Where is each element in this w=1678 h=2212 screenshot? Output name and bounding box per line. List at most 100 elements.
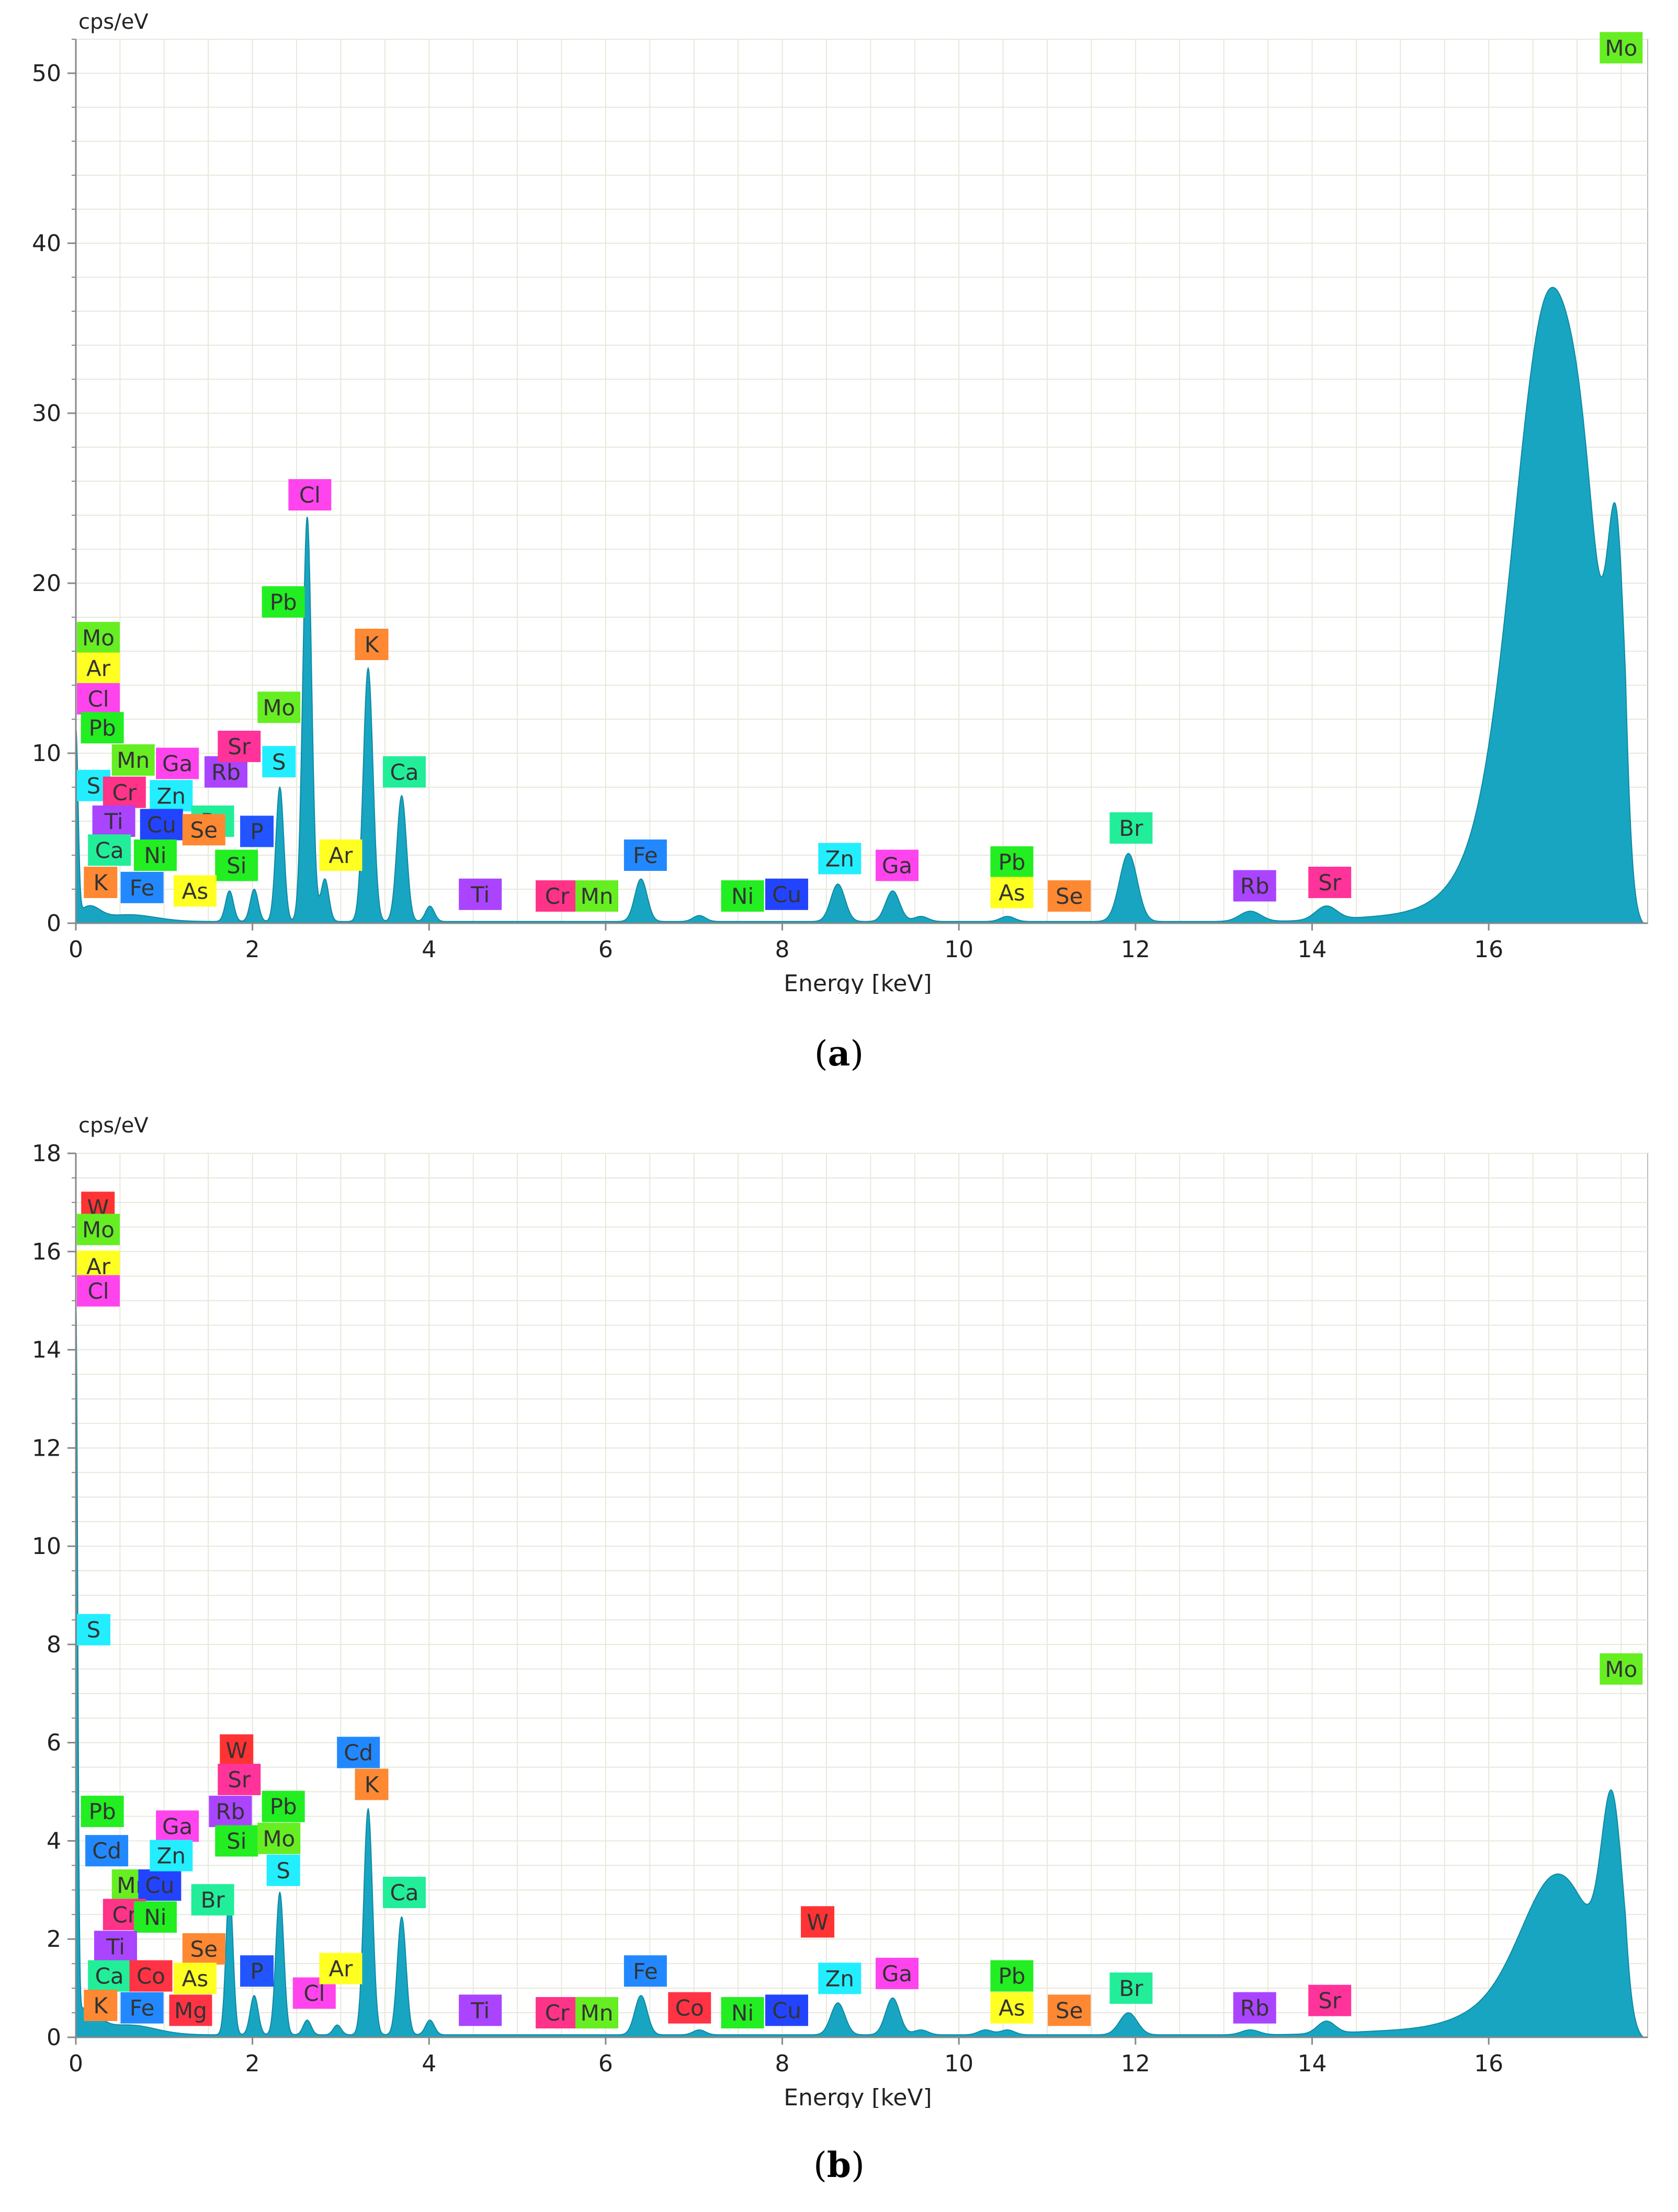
element-label-box xyxy=(459,1994,502,2026)
element-label-ca: Ca xyxy=(95,837,124,863)
chart-a-x-tick-label: 2 xyxy=(245,936,260,963)
chart-b-x-tick-label: 4 xyxy=(422,2050,436,2077)
chart-b-x-tick-label: 6 xyxy=(598,2050,613,2077)
element-label-pb: Pb xyxy=(270,1794,297,1820)
element-label-sr: Sr xyxy=(1318,870,1342,895)
element-label-w: W xyxy=(807,1909,829,1935)
element-label-co: Co xyxy=(675,1995,704,2021)
caption-a-letter: a xyxy=(827,1033,851,1074)
element-label-as: As xyxy=(999,1995,1025,2021)
element-label-k: K xyxy=(93,870,108,895)
element-label-box xyxy=(94,1931,137,1963)
element-label-mo: Mo xyxy=(82,1217,115,1243)
element-label-box xyxy=(721,1997,764,2029)
element-label-mo: Mo xyxy=(263,695,295,720)
element-label-box xyxy=(133,840,177,871)
element-label-box xyxy=(257,1822,301,1854)
element-label-box xyxy=(1048,880,1091,912)
chart-b-y-tick-label: 16 xyxy=(32,1239,61,1265)
element-label-box xyxy=(218,1764,261,1796)
chart-a-x-tick-label: 12 xyxy=(1121,936,1150,963)
element-label-box xyxy=(765,878,809,910)
element-label-box xyxy=(288,479,332,511)
element-label-s: S xyxy=(272,749,286,775)
element-label-box xyxy=(1233,870,1276,902)
element-label-co: Co xyxy=(137,1964,165,1989)
element-label-rb: Rb xyxy=(1240,1995,1269,2021)
element-label-box xyxy=(1308,1984,1352,2016)
element-label-s: S xyxy=(87,773,101,799)
element-label-box xyxy=(182,814,225,846)
element-label-box xyxy=(266,1854,300,1886)
chart-a-y-tick-label: 40 xyxy=(32,230,61,257)
element-label-as: As xyxy=(999,880,1025,906)
element-label-ni: Ni xyxy=(144,843,166,868)
element-label-box xyxy=(818,1963,861,1994)
chart-a-xlabel: Energy [keV] xyxy=(784,970,932,994)
element-label-ca: Ca xyxy=(390,1880,418,1905)
chart-b-x-tick-label: 8 xyxy=(775,2050,790,2077)
element-label-box xyxy=(383,756,426,788)
element-label-box xyxy=(85,1835,129,1867)
element-label-box xyxy=(990,846,1034,878)
element-label-fe: Fe xyxy=(130,1995,155,2021)
element-label-fe: Fe xyxy=(633,843,658,868)
element-label-box xyxy=(1048,1994,1091,2026)
caption-b: (b) xyxy=(813,2145,865,2185)
element-label-box xyxy=(84,867,118,898)
element-label-box xyxy=(1109,1972,1153,2004)
element-label-box xyxy=(355,629,389,660)
element-label-ar: Ar xyxy=(86,656,111,682)
element-label-box xyxy=(721,880,764,912)
element-label-cu: Cu xyxy=(147,812,176,838)
element-label-cu: Cu xyxy=(772,882,801,908)
element-label-box xyxy=(215,849,258,881)
element-label-box xyxy=(536,1997,579,2029)
element-label-fe: Fe xyxy=(633,1958,658,1984)
element-label-se: Se xyxy=(190,1936,218,1962)
element-label-box xyxy=(182,1933,225,1965)
element-label-ti: Ti xyxy=(470,1998,490,2023)
element-label-ar: Ar xyxy=(328,1956,353,1982)
element-label-mo: Mo xyxy=(263,1826,295,1852)
element-label-box xyxy=(459,878,502,910)
element-label-box xyxy=(257,691,301,723)
element-label-sr: Sr xyxy=(228,1767,251,1793)
chart-a-y-tick-label: 20 xyxy=(32,570,61,597)
element-label-ti: Ti xyxy=(104,809,123,834)
element-label-box xyxy=(129,1960,173,1992)
element-label-mn: Mn xyxy=(581,2000,614,2026)
element-label-box xyxy=(220,1734,254,1766)
element-label-box xyxy=(319,1953,362,1984)
element-label-box xyxy=(173,1963,217,1994)
element-label-ca: Ca xyxy=(95,1964,124,1989)
element-label-box xyxy=(150,780,193,812)
element-label-box xyxy=(191,1884,234,1916)
element-label-box xyxy=(1233,1992,1276,2024)
chart-b-x-tick-label: 14 xyxy=(1297,2050,1326,2077)
element-label-box xyxy=(169,1994,212,2026)
element-label-mo: Mo xyxy=(1605,1657,1637,1682)
element-label-box xyxy=(575,1997,619,2029)
chart-a-x-tick-label: 16 xyxy=(1474,936,1503,963)
element-label-sr: Sr xyxy=(228,734,251,759)
element-label-box xyxy=(218,731,261,762)
chart-b-y-tick-label: 14 xyxy=(32,1337,61,1364)
element-label-box xyxy=(103,776,146,808)
element-label-box xyxy=(77,683,120,714)
chart-a-spectrum-area xyxy=(75,287,1648,924)
chart-a-y-tick-label: 30 xyxy=(32,400,61,427)
element-label-ar: Ar xyxy=(328,843,353,868)
element-label-cl: Cl xyxy=(299,482,321,508)
element-label-as: As xyxy=(182,1966,209,1991)
chart-b-y-tick-label: 12 xyxy=(32,1435,61,1461)
chart-a-x-tick-label: 8 xyxy=(775,936,790,963)
element-label-box xyxy=(801,1906,835,1938)
element-label-pb: Pb xyxy=(89,715,116,741)
element-label-box xyxy=(623,840,667,871)
chart-b-x-tick-label: 10 xyxy=(944,2050,973,2077)
element-label-box xyxy=(536,880,579,912)
element-label-mn: Mn xyxy=(117,747,150,773)
chart-b-y-tick-label: 6 xyxy=(47,1730,61,1756)
